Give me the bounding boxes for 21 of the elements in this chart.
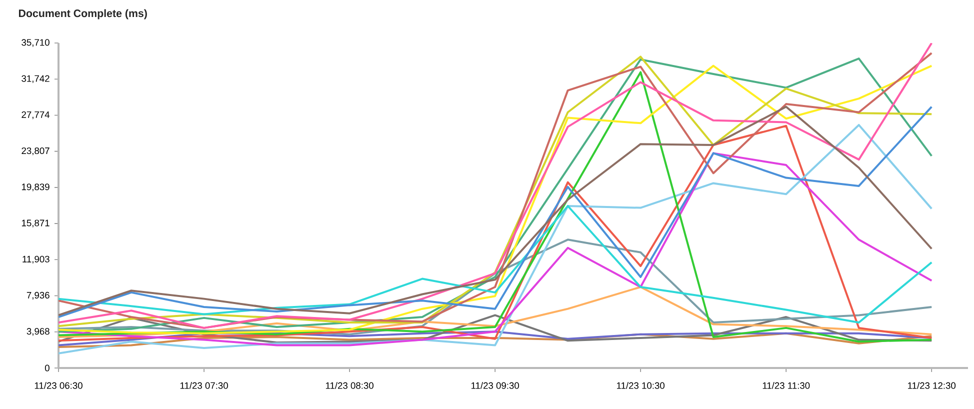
x-tick-label: 11/23 06:30 [34,382,82,389]
y-tick-label: 11,903 [22,256,50,264]
x-tick-label: 11/23 08:30 [326,382,374,389]
x-tick-label: 11/23 12:30 [908,382,956,389]
y-tick-label: 0 [44,364,50,372]
line-series [58,314,933,344]
y-tick-label: 27,774 [22,111,50,120]
y-tick-label: 19,839 [22,184,50,192]
y-tick-label: 35,710 [22,39,50,47]
x-tick-label: 11/23 09:30 [471,382,519,389]
y-tick-label: 23,807 [22,147,50,156]
y-tick-label: 3,968 [26,328,50,336]
line-series [58,204,933,324]
y-tick-label: 31,742 [22,75,50,83]
line-series [58,286,933,338]
x-tick-label: 11/23 07:30 [180,382,228,389]
x-tick-label: 11/23 10:30 [616,382,665,389]
x-tick-label: 11/23 11:30 [762,382,810,389]
chart-title: Document Complete (ms) [18,9,147,20]
y-tick-label: 7,936 [26,292,50,300]
y-tick-label: 15,871 [22,220,50,228]
